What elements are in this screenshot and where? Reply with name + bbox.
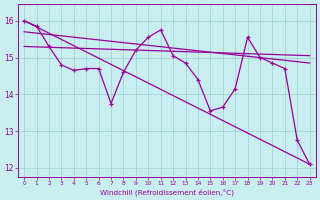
X-axis label: Windchill (Refroidissement éolien,°C): Windchill (Refroidissement éolien,°C) [100,188,234,196]
